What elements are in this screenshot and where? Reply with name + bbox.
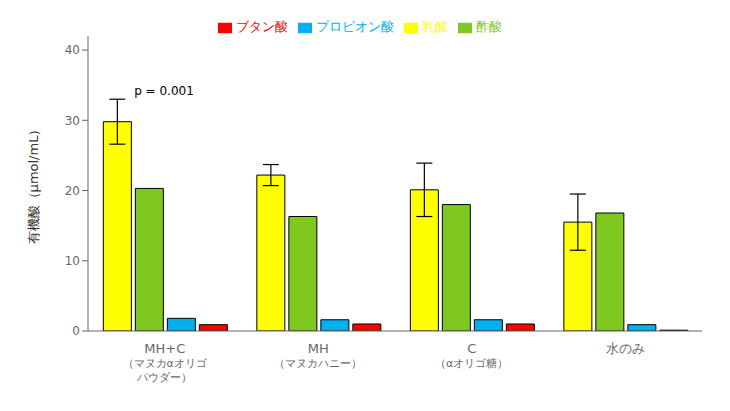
svg-text:MH（マヌカハニー）: MH（マヌカハニー） — [274, 341, 362, 370]
html-text:乳酸: 乳酸 — [422, 19, 448, 34]
svg-text:水のみ: 水のみ — [606, 341, 645, 356]
svg-text:30: 30 — [65, 114, 80, 128]
html-text:プロピオン酸: プロピオン酸 — [316, 19, 394, 34]
svg-text:40: 40 — [65, 43, 80, 57]
svg-text:0: 0 — [72, 324, 80, 338]
svg-text:20: 20 — [65, 184, 80, 198]
svg-text:C（αオリゴ糖）: C（αオリゴ糖） — [435, 341, 508, 370]
svg-text:p = 0.001: p = 0.001 — [134, 84, 194, 98]
svg-text:MH+C（マヌカαオリゴパウダー）: MH+C（マヌカαオリゴパウダー） — [123, 341, 208, 384]
svg-text:10: 10 — [65, 254, 80, 268]
html-text:酢酸: 酢酸 — [476, 19, 502, 34]
svg-text:有機酸（μmol/mL）: 有機酸（μmol/mL） — [26, 123, 41, 245]
html-text:ブタン酸: ブタン酸 — [236, 19, 288, 34]
